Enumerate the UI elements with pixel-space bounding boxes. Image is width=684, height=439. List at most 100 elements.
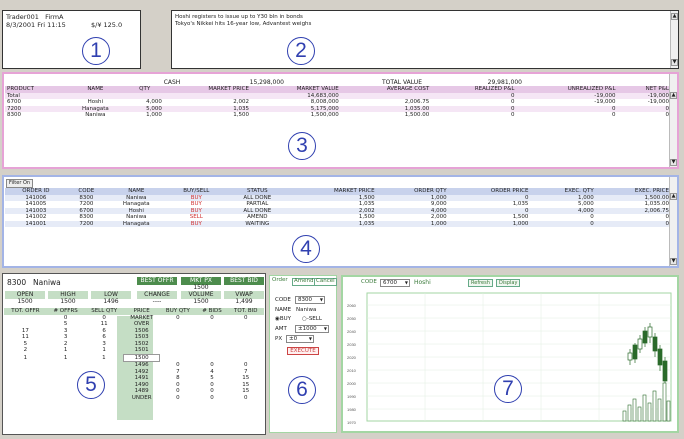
volume-value: 1500 — [193, 298, 209, 305]
orders-scrollbar[interactable]: ▲ ▼ — [669, 177, 677, 266]
refresh-button[interactable]: Refresh — [468, 279, 493, 287]
scroll-down-icon[interactable]: ▼ — [670, 258, 677, 265]
chevron-down-icon: ▼ — [404, 280, 408, 285]
table-row[interactable]: Total 14,683,000 0 -19,000 -19,000 — [5, 92, 671, 99]
market-price-label: MKT PX — [181, 277, 221, 285]
price-stepper[interactable]: ±0 ▼ — [286, 335, 314, 343]
name-label: NAME — [275, 307, 292, 313]
book-row[interactable]: 0 0 MARKET 0 0 0 — [63, 314, 248, 321]
col-header: ORDER QTY — [414, 188, 447, 194]
panel-number-2: 2 — [287, 37, 315, 65]
col-header: TOT. BID — [233, 308, 258, 314]
book-row[interactable]: UNDER 0 0 0 — [131, 394, 248, 401]
display-button[interactable]: Display — [496, 279, 521, 287]
news-scrollbar[interactable]: ▲ ▼ — [670, 11, 678, 68]
col-header: EXEC. PRICE — [634, 188, 669, 194]
sell-radio[interactable]: ○-SELL — [302, 316, 322, 322]
market-price-value: 1500 — [193, 284, 209, 291]
table-row[interactable]: 7200 Hanagata 5,000 1,035 5,175,000 1,035.00 0… — [5, 105, 671, 112]
col-header: NAME — [128, 188, 145, 194]
news-headline[interactable]: Hoshi registers to issue up to Y30 bln i… — [175, 14, 303, 20]
scroll-down-icon[interactable]: ▼ — [670, 159, 677, 166]
col-header: BUY/SELL — [183, 188, 210, 194]
book-row[interactable]: 5 11 OVER — [63, 321, 150, 327]
filter-toggle-button[interactable]: Filter On — [6, 179, 34, 188]
y-tick: 2060 — [347, 303, 357, 308]
book-row[interactable]: 1492 7 4 7 — [134, 368, 248, 375]
radio-selected-icon: ◉ — [275, 316, 280, 322]
candlesticks — [627, 323, 668, 387]
col-header: # OFFRS — [53, 308, 78, 314]
tab-cancel[interactable]: Cancel — [314, 278, 337, 286]
total-value-value: 29,981,000 — [487, 79, 522, 86]
high-label: HIGH — [48, 291, 88, 299]
col-header: MARKET PRICE — [334, 188, 375, 194]
col-header: BUY QTY — [165, 308, 190, 314]
news-headline[interactable]: Tokyo's Nikkei hits 16-year low, Advante… — [175, 21, 312, 27]
col-header: QTY — [139, 86, 151, 92]
book-row[interactable]: 1496 0 0 0 — [134, 361, 248, 368]
col-header: SELL QTY — [91, 308, 118, 314]
portfolio-table: PRODUCT NAME QTY MARKET PRICE MARKET VAL… — [5, 86, 671, 119]
order-book-table: TOT. OFFR # OFFRS SELL QTY PRICE BUY QTY… — [4, 308, 264, 401]
orders-table: ORDER ID CODE NAME BUY/SELL STATUS MARKE… — [5, 188, 671, 227]
portfolio-scrollbar[interactable]: ▲ ▼ — [669, 74, 677, 167]
market-depth-panel: 8300 Naniwa BEST OFFR MKT PX BEST BID 15… — [2, 273, 266, 435]
book-row[interactable]: 1491 8 5 15 — [134, 375, 250, 381]
panel-number-7: 7 — [494, 375, 522, 403]
tab-amend[interactable]: Amend — [292, 278, 316, 286]
col-header: REALIZED P&L — [474, 86, 515, 92]
news-panel: Hoshi registers to issue up to Y30 bln i… — [171, 10, 679, 69]
chart-code-select[interactable]: 6700 ▼ — [380, 279, 410, 287]
panel-number-1: 1 — [82, 37, 110, 65]
portfolio-panel: CASH 15,298,000 TOTAL VALUE 29,981,000 P… — [2, 72, 679, 169]
col-header: ORDER ID — [22, 188, 50, 194]
scroll-up-icon[interactable]: ▲ — [670, 92, 677, 99]
y-tick: 1980 — [347, 407, 357, 412]
amount-stepper[interactable]: ±1000 ▼ — [295, 325, 329, 333]
col-header: STATUS — [247, 188, 268, 194]
book-row[interactable]: 1 1 1 1500 — [4, 353, 264, 362]
book-row[interactable]: 1490 0 0 15 — [134, 381, 250, 388]
book-row[interactable]: 1489 0 0 15 — [134, 388, 250, 394]
buy-radio[interactable]: ◉BUY — [275, 316, 291, 322]
price-column-bg — [117, 316, 153, 420]
table-row[interactable]: 141006 8300 Naniwa BUY ALL DONE 1,500 1,000 0 1,… — [5, 194, 671, 201]
code-select[interactable]: 8300 ▼ — [295, 296, 325, 304]
scroll-up-icon[interactable]: ▲ — [671, 13, 678, 20]
execute-button[interactable]: EXECUTE — [287, 347, 319, 355]
table-row[interactable]: 6700 Hoshi 4,000 2,002 8,008,000 2,006.75 0 -19… — [7, 99, 669, 105]
book-row[interactable]: 17 3 6 1506 — [21, 327, 149, 334]
scroll-up-icon[interactable]: ▲ — [670, 193, 677, 200]
table-row[interactable]: 141005 7200 Hanagata BUY PARTIAL 1,035 9,000 1,… — [25, 201, 669, 207]
orders-panel: Filter On ORDER ID CODE NAME BUY/SELL ST… — [2, 175, 679, 268]
high-value: 1500 — [60, 298, 76, 305]
y-tick: 2040 — [347, 329, 357, 334]
book-row[interactable]: 2 1 1 1501 — [23, 347, 149, 354]
change-value: ---- — [152, 298, 162, 305]
book-row[interactable]: 5 2 3 1502 — [23, 340, 149, 347]
open-value: 1500 — [17, 298, 33, 305]
chart-code-label: CODE — [361, 279, 377, 285]
y-tick: 2050 — [347, 316, 357, 321]
chart-stock-name: Hoshi — [414, 279, 431, 286]
y-tick: 1970 — [347, 420, 357, 425]
table-row[interactable]: 8300 Naniwa 1,000 1,500 1,500,000 1,500.00 0 0 0 — [7, 112, 669, 118]
trader-id: Trader001 FirmA — [6, 13, 64, 21]
col-header: CODE — [78, 188, 95, 194]
table-row[interactable]: 141002 8300 Naniwa SELL AMEND 1,500 2,000 1,500… — [25, 214, 669, 220]
col-header: MARKET VALUE — [296, 86, 339, 92]
date-time: 8/3/2001 Fri 11:15 — [6, 21, 66, 29]
table-row[interactable]: 141001 7200 Hanagata BUY WAITING 1,035 1,000 1,… — [5, 220, 671, 227]
scroll-down-icon[interactable]: ▼ — [671, 59, 678, 66]
table-row[interactable]: 141003 6700 Hoshi BUY ALL DONE 2,002 4,000 0 4,0… — [5, 207, 671, 214]
col-header: NAME — [87, 86, 104, 92]
price-chart: 2060 2050 2040 2030 2020 2010 2000 1990 … — [347, 292, 672, 425]
col-header: EXEC. QTY — [564, 188, 594, 194]
y-tick: 2030 — [347, 342, 357, 347]
change-label: CHANGE — [137, 291, 177, 299]
book-row[interactable]: 11 3 6 1503 — [21, 334, 149, 340]
col-header: # BIDS — [202, 308, 222, 314]
vwap-label: VWAP — [224, 291, 264, 299]
tab-order[interactable]: Order — [272, 277, 288, 283]
